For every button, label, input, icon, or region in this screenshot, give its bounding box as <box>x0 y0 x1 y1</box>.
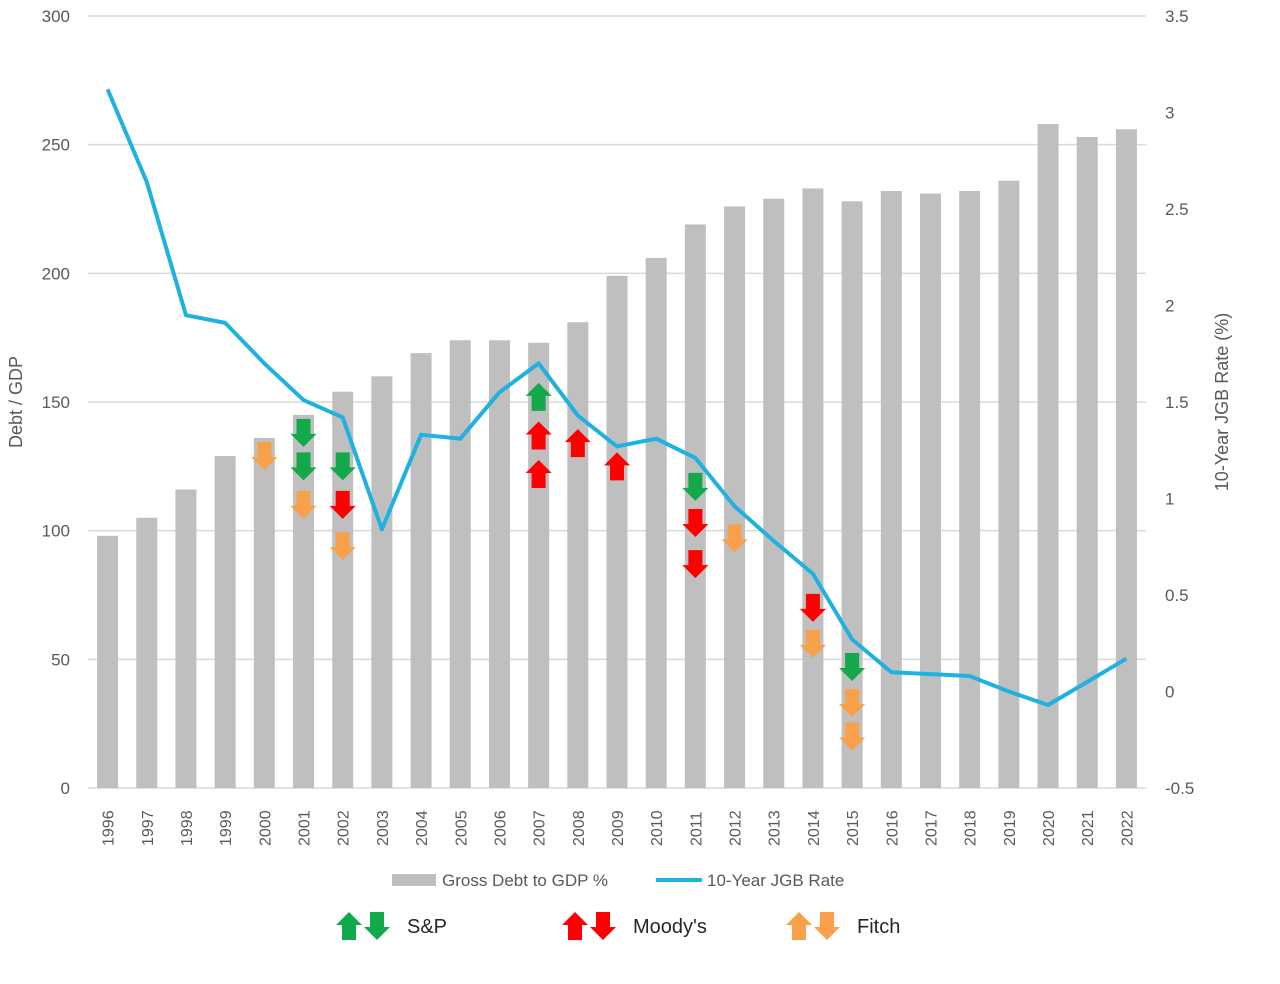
legend-down-arrow-icon <box>814 912 840 940</box>
bar-2000 <box>254 438 275 788</box>
bar-1998 <box>175 489 196 788</box>
x-tick-label: 2017 <box>923 810 940 846</box>
legend-agency-label: S&P <box>407 916 447 938</box>
bar-2016 <box>881 191 902 788</box>
x-tick-label: 2006 <box>492 810 509 846</box>
x-tick-label: 1996 <box>101 810 118 846</box>
bar-2017 <box>920 194 941 788</box>
bar-2010 <box>646 258 667 788</box>
left-axis-ticks: 0 50 100 150 200 250 300 <box>42 7 70 798</box>
left-tick-label: 50 <box>51 650 70 669</box>
x-tick-label: 2019 <box>1002 810 1019 846</box>
left-tick-label: 250 <box>42 136 70 155</box>
x-tick-label: 2018 <box>963 810 980 846</box>
right-tick-label: 1.5 <box>1165 393 1189 412</box>
bar-2003 <box>371 376 392 788</box>
right-tick-label: 3.5 <box>1165 7 1189 26</box>
legend-down-arrow-icon <box>590 912 616 940</box>
left-axis-title: Debt / GDP <box>6 356 26 448</box>
bar-2022 <box>1116 129 1137 788</box>
legend-agency-label: Fitch <box>857 916 900 938</box>
legend-up-arrow-icon <box>786 912 812 940</box>
left-tick-label: 200 <box>42 264 70 283</box>
agency-legend: S&P Moody's Fitch <box>336 912 900 940</box>
left-tick-label: 150 <box>42 393 70 412</box>
right-tick-label: 3 <box>1165 104 1174 123</box>
right-tick-label: 2 <box>1165 297 1174 316</box>
x-tick-label: 2004 <box>414 810 431 846</box>
bar-2009 <box>607 276 628 788</box>
bar-2021 <box>1077 137 1098 788</box>
right-tick-label: 2.5 <box>1165 200 1189 219</box>
right-tick-label: 0.5 <box>1165 586 1189 605</box>
x-tick-label: 2022 <box>1119 810 1136 846</box>
bar-2014 <box>802 188 823 788</box>
x-tick-label: 2011 <box>688 811 705 846</box>
x-tick-label: 1998 <box>179 810 196 846</box>
bar-1999 <box>215 456 236 788</box>
x-tick-label: 1999 <box>218 810 235 846</box>
right-tick-label: -0.5 <box>1165 779 1194 798</box>
x-tick-label: 1997 <box>140 810 157 846</box>
x-tick-label: 2020 <box>1041 810 1058 846</box>
bar-2008 <box>567 322 588 788</box>
x-tick-label: 2021 <box>1080 810 1097 846</box>
bar-2006 <box>489 340 510 788</box>
bar-2020 <box>1038 124 1059 788</box>
x-tick-label: 2005 <box>453 810 470 846</box>
legend-agency-label: Moody's <box>633 916 707 938</box>
right-tick-label: 0 <box>1165 683 1174 702</box>
legend-up-arrow-icon <box>562 912 588 940</box>
legend: Gross Debt to GDP % 10-Year JGB Rate <box>392 871 844 890</box>
x-tick-label: 2000 <box>257 810 274 846</box>
bar-2011 <box>685 224 706 788</box>
bar-2004 <box>411 353 432 788</box>
x-tick-label: 2003 <box>375 810 392 846</box>
x-tick-label: 2002 <box>336 810 353 846</box>
bar-2019 <box>998 181 1019 788</box>
bar-1996 <box>97 536 118 788</box>
bar-2005 <box>450 340 471 788</box>
x-tick-label: 2008 <box>571 810 588 846</box>
legend-down-arrow-icon <box>364 912 390 940</box>
left-tick-label: 300 <box>42 7 70 26</box>
x-tick-label: 2015 <box>845 810 862 846</box>
x-tick-label: 2001 <box>297 810 314 846</box>
legend-up-arrow-icon <box>336 912 362 940</box>
x-tick-label: 2014 <box>806 810 823 846</box>
right-axis-title: 10-Year JGB Rate (%) <box>1212 313 1232 491</box>
x-axis-ticks: 1996 1997 1998 1999 2000 2001 2002 2003 2004 2005… <box>101 810 1137 846</box>
right-axis-ticks: -0.5 0 0.5 1 1.5 2 2.5 3 3.5 <box>1165 7 1194 798</box>
x-tick-label: 2009 <box>610 810 627 846</box>
x-tick-label: 2007 <box>532 810 549 846</box>
bar-2018 <box>959 191 980 788</box>
right-tick-label: 1 <box>1165 490 1174 509</box>
bar-2013 <box>763 199 784 788</box>
legend-line-label: 10-Year JGB Rate <box>707 871 844 890</box>
bar-1997 <box>136 518 157 788</box>
x-tick-label: 2010 <box>649 810 666 846</box>
left-tick-label: 0 <box>61 779 70 798</box>
x-tick-label: 2013 <box>767 810 784 846</box>
x-tick-label: 2016 <box>884 810 901 846</box>
x-tick-label: 2012 <box>728 810 745 846</box>
legend-bar-swatch <box>392 874 436 886</box>
left-tick-label: 100 <box>42 522 70 541</box>
legend-bar-label: Gross Debt to GDP % <box>442 871 608 890</box>
bar-2002 <box>332 392 353 788</box>
